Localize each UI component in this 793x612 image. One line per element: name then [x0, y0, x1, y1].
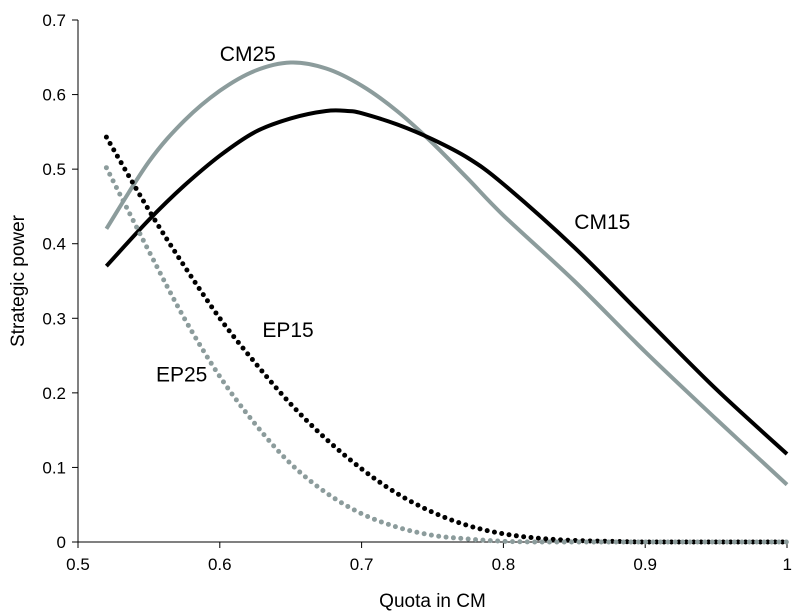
- series-label-cm15: CM15: [574, 211, 630, 234]
- series-line-cm15: [104, 108, 789, 456]
- series-line-ep15: [103, 134, 790, 545]
- x-axis-title: Quota in CM: [379, 591, 486, 612]
- x-axis: 0.5 0.6 0.7 0.8 0.9 1: [66, 541, 792, 574]
- y-tick-label: 0.3: [42, 309, 66, 328]
- series-layer: [103, 60, 790, 545]
- y-tick-label: 0.6: [42, 86, 66, 105]
- x-tick-label: 0.7: [350, 555, 374, 574]
- y-tick-label: 0.2: [42, 384, 66, 403]
- x-tick-label: 0.5: [66, 555, 90, 574]
- y-tick-label: 0.7: [42, 11, 66, 30]
- y-axis-title: Strategic power: [8, 214, 29, 347]
- x-tick-label: 1: [783, 555, 792, 574]
- series-line-cm25: [104, 60, 789, 487]
- y-tick-label: 0.4: [42, 235, 66, 254]
- y-tick-label: 0.1: [42, 458, 66, 477]
- series-label-ep15: EP15: [262, 319, 313, 342]
- series-label-ep25: EP25: [156, 364, 207, 387]
- y-tick-label: 0.5: [42, 160, 66, 179]
- series-line-ep25: [103, 165, 790, 545]
- y-axis: 0 0.1 0.2 0.3 0.4 0.5 0.6 0.7: [42, 11, 79, 552]
- x-tick-label: 0.9: [633, 555, 657, 574]
- annotation-layer: CM25 CM15 EP15 EP25: [156, 43, 630, 387]
- y-tick-label: 0: [57, 533, 66, 552]
- series-label-cm25: CM25: [220, 43, 276, 66]
- x-tick-label: 0.6: [208, 555, 232, 574]
- x-tick-label: 0.8: [492, 555, 516, 574]
